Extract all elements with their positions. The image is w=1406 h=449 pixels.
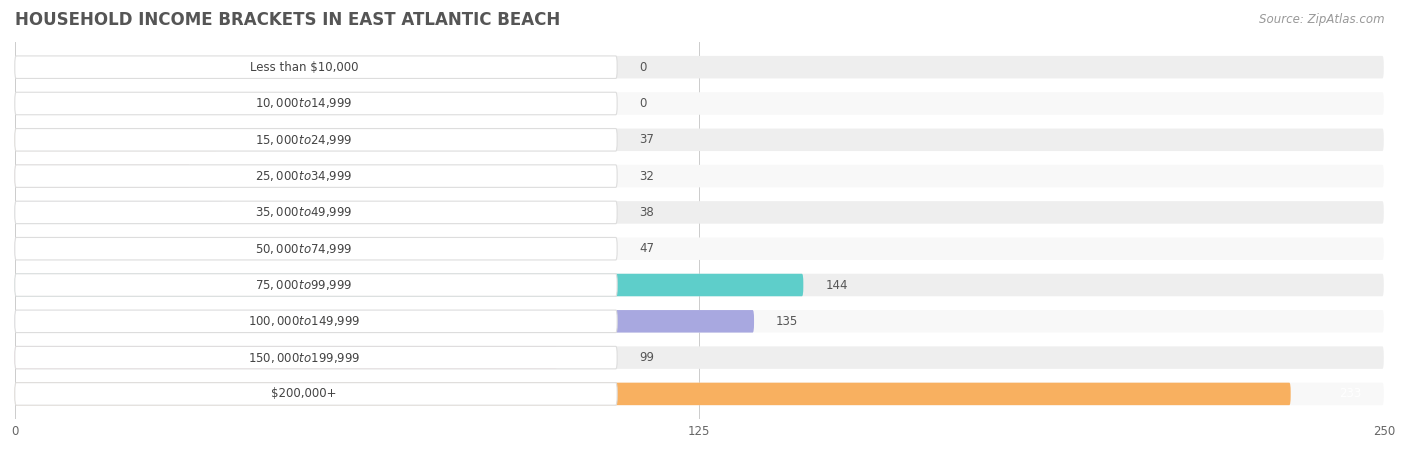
FancyBboxPatch shape <box>15 92 1384 115</box>
FancyBboxPatch shape <box>15 201 224 224</box>
FancyBboxPatch shape <box>15 346 557 369</box>
FancyBboxPatch shape <box>15 128 218 151</box>
Text: $35,000 to $49,999: $35,000 to $49,999 <box>256 205 353 220</box>
FancyBboxPatch shape <box>15 201 617 224</box>
Text: $15,000 to $24,999: $15,000 to $24,999 <box>256 133 353 147</box>
Text: $50,000 to $74,999: $50,000 to $74,999 <box>256 242 353 256</box>
Text: 32: 32 <box>640 170 654 183</box>
FancyBboxPatch shape <box>15 238 273 260</box>
Text: $150,000 to $199,999: $150,000 to $199,999 <box>247 351 360 365</box>
FancyBboxPatch shape <box>15 128 617 151</box>
Text: $100,000 to $149,999: $100,000 to $149,999 <box>247 314 360 328</box>
FancyBboxPatch shape <box>15 128 1384 151</box>
Text: $25,000 to $34,999: $25,000 to $34,999 <box>256 169 353 183</box>
Text: $75,000 to $99,999: $75,000 to $99,999 <box>256 278 353 292</box>
FancyBboxPatch shape <box>15 383 1384 405</box>
FancyBboxPatch shape <box>15 346 617 369</box>
Text: 144: 144 <box>825 278 848 291</box>
FancyBboxPatch shape <box>15 274 617 296</box>
Text: $200,000+: $200,000+ <box>271 387 336 401</box>
FancyBboxPatch shape <box>15 274 803 296</box>
FancyBboxPatch shape <box>15 165 1384 187</box>
FancyBboxPatch shape <box>15 238 1384 260</box>
FancyBboxPatch shape <box>15 310 1384 333</box>
FancyBboxPatch shape <box>15 56 1384 79</box>
FancyBboxPatch shape <box>15 383 1291 405</box>
Text: 38: 38 <box>640 206 654 219</box>
Text: 37: 37 <box>640 133 654 146</box>
FancyBboxPatch shape <box>15 383 617 405</box>
Text: 233: 233 <box>1340 387 1362 401</box>
Text: 47: 47 <box>640 242 654 255</box>
FancyBboxPatch shape <box>15 238 617 260</box>
Text: 99: 99 <box>640 351 654 364</box>
FancyBboxPatch shape <box>15 165 190 187</box>
FancyBboxPatch shape <box>15 274 1384 296</box>
Text: HOUSEHOLD INCOME BRACKETS IN EAST ATLANTIC BEACH: HOUSEHOLD INCOME BRACKETS IN EAST ATLANT… <box>15 11 560 29</box>
FancyBboxPatch shape <box>15 346 1384 369</box>
FancyBboxPatch shape <box>15 310 754 333</box>
Text: Less than $10,000: Less than $10,000 <box>250 61 359 74</box>
Text: 0: 0 <box>640 61 647 74</box>
FancyBboxPatch shape <box>15 56 617 79</box>
Text: Source: ZipAtlas.com: Source: ZipAtlas.com <box>1260 13 1385 26</box>
Text: 135: 135 <box>776 315 799 328</box>
FancyBboxPatch shape <box>15 310 617 333</box>
FancyBboxPatch shape <box>15 165 617 187</box>
Text: 0: 0 <box>640 97 647 110</box>
Text: $10,000 to $14,999: $10,000 to $14,999 <box>256 97 353 110</box>
FancyBboxPatch shape <box>15 201 1384 224</box>
FancyBboxPatch shape <box>15 92 617 115</box>
